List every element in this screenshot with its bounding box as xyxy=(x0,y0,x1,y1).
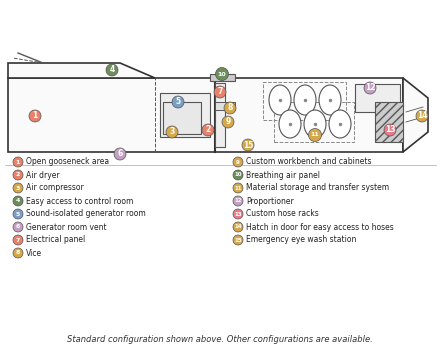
Text: Proportioner: Proportioner xyxy=(246,196,294,205)
Text: 14: 14 xyxy=(417,112,427,120)
Text: 11: 11 xyxy=(310,133,319,138)
Circle shape xyxy=(172,96,184,108)
Text: 2: 2 xyxy=(206,126,211,134)
Text: 12: 12 xyxy=(365,84,375,92)
Text: 6: 6 xyxy=(16,224,20,230)
Ellipse shape xyxy=(279,110,301,138)
Circle shape xyxy=(233,209,243,219)
Text: Emergency eye wash station: Emergency eye wash station xyxy=(246,236,356,245)
Bar xyxy=(8,78,403,152)
Text: Custom hose racks: Custom hose racks xyxy=(246,210,319,218)
Circle shape xyxy=(384,124,396,136)
Text: Breathing air panel: Breathing air panel xyxy=(246,170,320,180)
Text: 13: 13 xyxy=(385,126,395,134)
Text: 6: 6 xyxy=(117,149,123,159)
Text: 7: 7 xyxy=(16,238,20,243)
Circle shape xyxy=(364,82,376,94)
Circle shape xyxy=(309,128,321,141)
Circle shape xyxy=(13,157,23,167)
Text: 13: 13 xyxy=(234,211,242,217)
Text: 5: 5 xyxy=(16,211,20,217)
Ellipse shape xyxy=(294,85,316,115)
Text: Air dryer: Air dryer xyxy=(26,170,60,180)
Text: Custom workbench and cabinets: Custom workbench and cabinets xyxy=(246,158,371,167)
Text: 10: 10 xyxy=(218,71,226,77)
Text: 4: 4 xyxy=(109,65,115,75)
Text: 2: 2 xyxy=(16,173,20,177)
Circle shape xyxy=(233,235,243,245)
Circle shape xyxy=(106,64,118,76)
Circle shape xyxy=(114,148,126,160)
Text: 11: 11 xyxy=(234,186,242,190)
Text: Vice: Vice xyxy=(26,248,42,258)
Text: Open gooseneck area: Open gooseneck area xyxy=(26,158,109,167)
Polygon shape xyxy=(8,63,155,78)
Polygon shape xyxy=(403,78,428,152)
Text: Material storage and transfer system: Material storage and transfer system xyxy=(246,183,389,192)
Bar xyxy=(163,102,201,134)
Text: 1: 1 xyxy=(32,112,37,120)
Text: 1: 1 xyxy=(16,160,20,164)
Bar xyxy=(263,82,346,120)
Text: 15: 15 xyxy=(243,140,253,149)
Bar xyxy=(210,74,235,81)
Text: 5: 5 xyxy=(176,98,180,106)
Circle shape xyxy=(222,116,234,128)
Bar xyxy=(215,83,225,147)
Circle shape xyxy=(233,157,243,167)
Bar xyxy=(375,102,403,142)
Ellipse shape xyxy=(269,85,291,115)
Circle shape xyxy=(13,196,23,206)
Circle shape xyxy=(13,170,23,180)
Circle shape xyxy=(233,222,243,232)
Circle shape xyxy=(13,248,23,258)
Text: Easy access to control room: Easy access to control room xyxy=(26,196,133,205)
Circle shape xyxy=(13,183,23,193)
Text: 8: 8 xyxy=(16,251,20,256)
Text: 12: 12 xyxy=(234,198,242,203)
Bar xyxy=(274,102,354,142)
Circle shape xyxy=(224,102,236,114)
Bar xyxy=(355,84,400,112)
Ellipse shape xyxy=(304,110,326,138)
Circle shape xyxy=(214,86,226,98)
Circle shape xyxy=(216,68,228,80)
Circle shape xyxy=(13,235,23,245)
Ellipse shape xyxy=(329,110,351,138)
Text: Hatch in door for easy access to hoses: Hatch in door for easy access to hoses xyxy=(246,223,394,231)
Bar xyxy=(160,93,210,137)
Text: 9: 9 xyxy=(236,160,240,164)
Text: Generator room vent: Generator room vent xyxy=(26,223,107,231)
Circle shape xyxy=(166,126,178,138)
Text: 15: 15 xyxy=(234,238,242,243)
Text: Electrical panel: Electrical panel xyxy=(26,236,85,245)
Text: 7: 7 xyxy=(217,88,223,97)
Text: 3: 3 xyxy=(16,186,20,190)
Circle shape xyxy=(233,196,243,206)
Circle shape xyxy=(202,124,214,136)
Text: Air compressor: Air compressor xyxy=(26,183,84,192)
Ellipse shape xyxy=(319,85,341,115)
Text: Sound-isolated generator room: Sound-isolated generator room xyxy=(26,210,146,218)
Circle shape xyxy=(13,222,23,232)
Text: 14: 14 xyxy=(234,224,242,230)
Bar xyxy=(215,102,235,110)
Circle shape xyxy=(29,110,41,122)
Text: 8: 8 xyxy=(227,104,233,112)
Text: Standard configuration shown above. Other configurations are available.: Standard configuration shown above. Othe… xyxy=(67,336,373,344)
Text: 9: 9 xyxy=(225,118,231,126)
Text: 10: 10 xyxy=(234,173,242,177)
Circle shape xyxy=(233,170,243,180)
Text: 4: 4 xyxy=(16,198,20,203)
Circle shape xyxy=(416,110,428,122)
Circle shape xyxy=(233,183,243,193)
Circle shape xyxy=(242,139,254,151)
Text: 3: 3 xyxy=(169,127,175,136)
Circle shape xyxy=(13,209,23,219)
